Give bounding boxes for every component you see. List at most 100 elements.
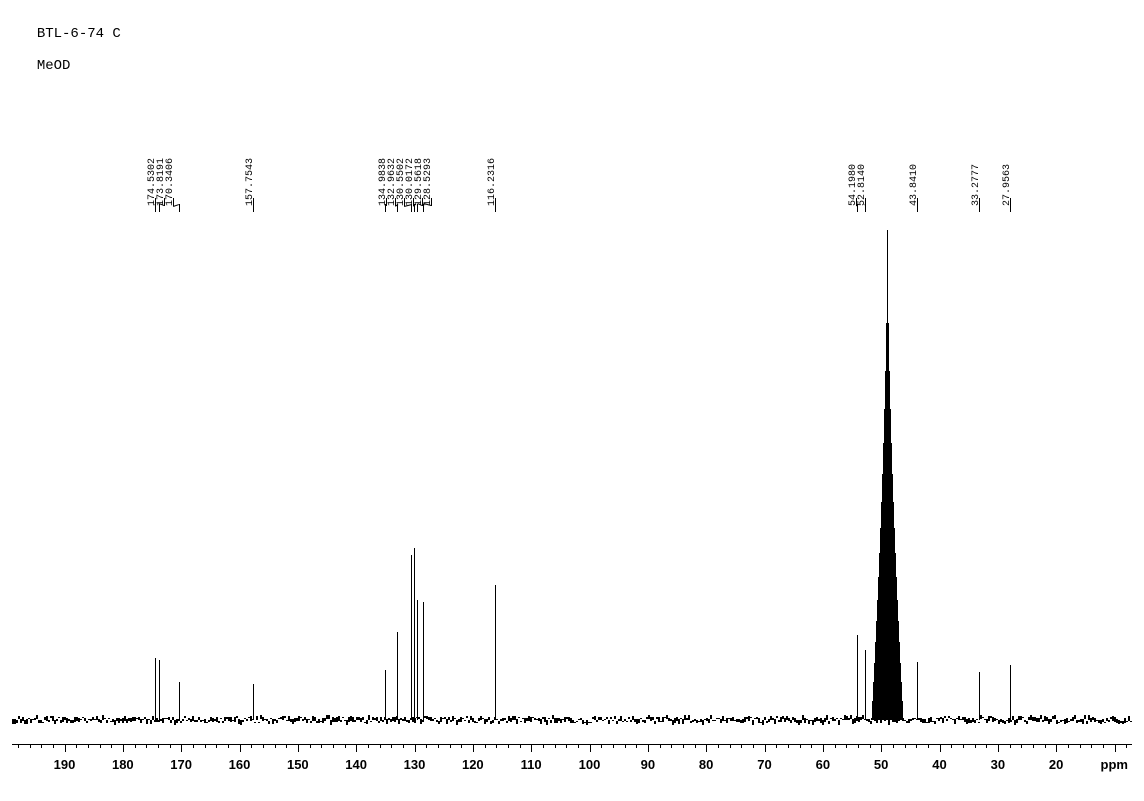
major-tick: [998, 744, 999, 752]
noise-seg: [678, 719, 680, 724]
peak-line: [1010, 665, 1011, 720]
axis-tick-label: 30: [991, 757, 1005, 772]
major-tick: [65, 744, 66, 752]
noise-seg: [790, 720, 792, 723]
peak-ppm-label: 27.9563: [1002, 164, 1013, 206]
minor-tick: [916, 744, 917, 748]
noise-seg: [492, 720, 494, 723]
noise-seg: [612, 720, 614, 721]
minor-tick: [788, 744, 789, 748]
noise-seg: [58, 717, 60, 718]
noise-seg: [574, 722, 576, 723]
noise-seg: [48, 720, 50, 722]
noise-seg: [602, 720, 604, 721]
minor-tick: [100, 744, 101, 748]
noise-seg: [1104, 722, 1106, 723]
noise-seg: [362, 717, 364, 720]
peak-line: [253, 684, 254, 720]
noise-seg: [184, 716, 186, 718]
minor-tick: [835, 744, 836, 748]
axis-tick-label: 130: [404, 757, 426, 772]
minor-tick: [205, 744, 206, 748]
noise-seg: [550, 720, 552, 723]
noise-seg: [422, 720, 424, 722]
minor-tick: [1080, 744, 1081, 748]
noise-seg: [370, 721, 372, 722]
noise-seg: [108, 718, 110, 719]
minor-tick: [461, 744, 462, 748]
axis-tick-label: 20: [1049, 757, 1063, 772]
minor-tick: [438, 744, 439, 748]
minor-tick: [986, 744, 987, 748]
minor-tick: [170, 744, 171, 748]
minor-tick: [800, 744, 801, 748]
noise-seg: [520, 721, 522, 722]
minor-tick: [333, 744, 334, 748]
peak-ppm-label: 33.2777: [971, 164, 982, 206]
noise-seg: [762, 720, 764, 725]
major-tick: [356, 744, 357, 752]
minor-tick: [158, 744, 159, 748]
minor-tick: [671, 744, 672, 748]
noise-seg: [1010, 720, 1012, 722]
axis-tick-label: 110: [521, 757, 542, 772]
noise-seg: [308, 719, 310, 720]
noise-seg: [516, 719, 518, 724]
nmr-spectrum-plot: 1901801701601501401301201101009080706050…: [12, 0, 1132, 801]
noise-seg: [652, 717, 654, 720]
minor-tick: [893, 744, 894, 748]
noise-seg: [300, 717, 302, 718]
major-tick: [473, 744, 474, 752]
noise-seg: [590, 722, 592, 723]
noise-seg: [182, 719, 184, 721]
label-leader: [495, 204, 496, 212]
minor-tick: [18, 744, 19, 748]
major-tick: [181, 744, 182, 752]
minor-tick: [613, 744, 614, 748]
minor-tick: [905, 744, 906, 748]
noise-seg: [1050, 719, 1052, 722]
minor-tick: [263, 744, 264, 748]
peak-line: [417, 600, 418, 720]
minor-tick: [951, 744, 952, 748]
noise-seg: [504, 718, 506, 720]
noise-seg: [434, 718, 436, 719]
noise-seg: [640, 718, 642, 719]
noise-seg: [978, 722, 980, 723]
minor-tick: [41, 744, 42, 748]
minor-tick: [753, 744, 754, 748]
noise-seg: [170, 720, 172, 723]
minor-tick: [928, 744, 929, 748]
noise-seg: [476, 722, 478, 723]
noise-seg: [368, 715, 370, 720]
noise-seg: [276, 720, 278, 723]
minor-tick: [76, 744, 77, 748]
peak-line: [159, 660, 160, 720]
label-leader: [179, 204, 180, 212]
noise-seg: [888, 720, 890, 725]
minor-tick: [345, 744, 346, 748]
noise-seg: [606, 717, 608, 719]
minor-tick: [310, 744, 311, 748]
noise-seg: [104, 718, 106, 719]
axis-tick-label: 80: [699, 757, 713, 772]
minor-tick: [111, 744, 112, 748]
axis-tick-label: 100: [579, 757, 601, 772]
minor-tick: [543, 744, 544, 748]
noise-seg: [654, 721, 656, 724]
noise-seg: [366, 720, 368, 724]
axis-tick-label: 190: [54, 757, 76, 772]
noise-seg: [838, 720, 840, 725]
label-leader: [423, 204, 424, 212]
axis-tick-label: 140: [345, 757, 367, 772]
noise-seg: [140, 719, 142, 723]
axis-tick-label: 60: [816, 757, 830, 772]
label-leader: [1010, 204, 1011, 212]
noise-seg: [834, 719, 836, 721]
major-tick: [123, 744, 124, 752]
minor-tick: [660, 744, 661, 748]
minor-tick: [683, 744, 684, 748]
noise-seg: [180, 721, 182, 723]
minor-tick: [146, 744, 147, 748]
noise-seg: [808, 720, 810, 724]
